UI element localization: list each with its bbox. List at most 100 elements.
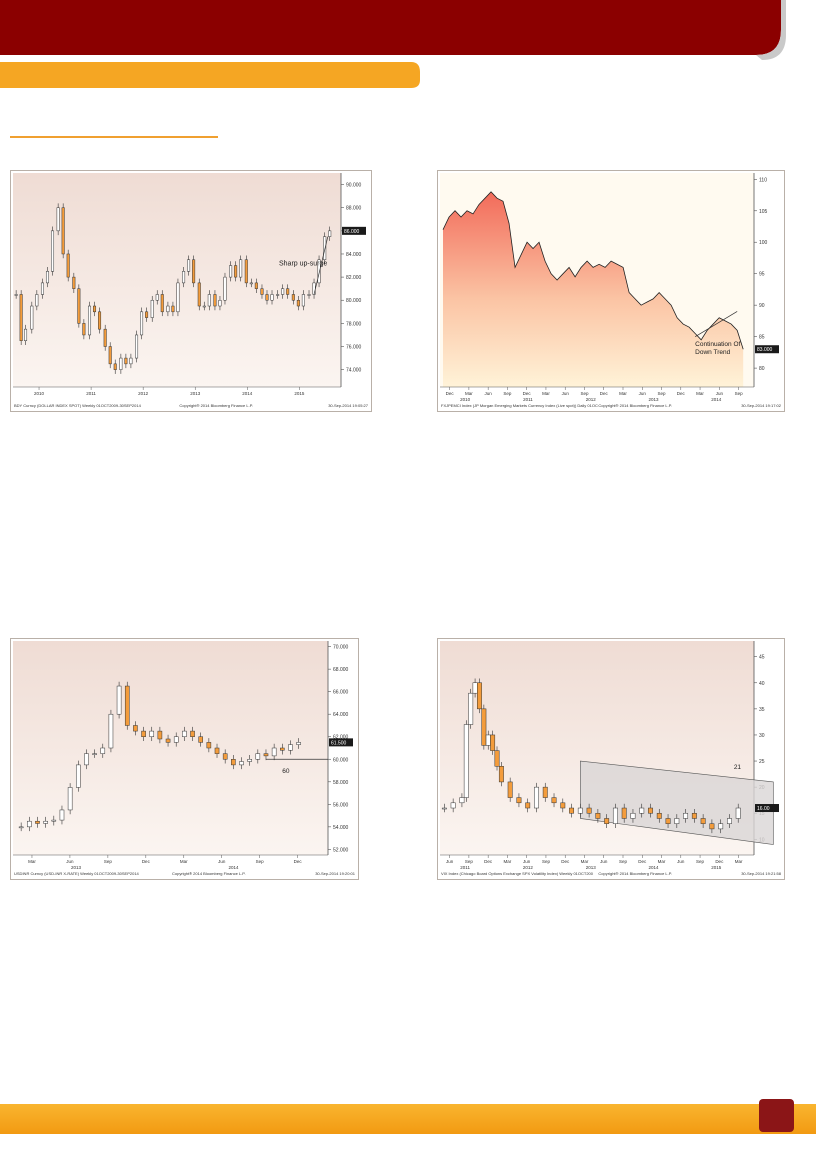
x-tick-label: Dec bbox=[561, 859, 570, 864]
x-tick-label: Dec bbox=[715, 859, 724, 864]
candle bbox=[507, 781, 513, 798]
candle bbox=[551, 797, 557, 804]
x-tick-label: Jun bbox=[218, 859, 226, 864]
candle bbox=[149, 730, 155, 737]
y-tick-label: 52.000 bbox=[333, 847, 349, 853]
candle bbox=[604, 818, 610, 824]
x-tick-label: Sep bbox=[619, 859, 628, 864]
candle bbox=[270, 294, 274, 301]
x-tick-label: Dec bbox=[600, 391, 609, 396]
chart-footer-copyright: Copyright® 2014 Bloomberg Finance L.P. bbox=[598, 403, 672, 408]
candle bbox=[56, 207, 60, 232]
candle bbox=[214, 747, 220, 754]
candle bbox=[198, 736, 203, 743]
plot-area bbox=[13, 173, 341, 387]
x-tick-label: Jun bbox=[600, 859, 608, 864]
candle bbox=[265, 294, 269, 301]
chart-footer-timestamp: 30-Sep-2014 19:21:58 bbox=[741, 871, 782, 876]
candle bbox=[45, 271, 49, 284]
candle bbox=[27, 820, 32, 828]
x-tick-label: Dec bbox=[484, 859, 493, 864]
y-tick-label: 85 bbox=[759, 335, 765, 341]
candle bbox=[98, 311, 102, 330]
candle bbox=[323, 236, 327, 261]
x-tick-label: Jun bbox=[523, 859, 531, 864]
x-tick-label: Mar bbox=[28, 859, 36, 864]
chart-footer-source: FXJPEMCI Index (JP Morgan Emerging Marke… bbox=[441, 403, 598, 408]
candle bbox=[43, 820, 48, 824]
candle bbox=[14, 294, 18, 296]
candle bbox=[239, 259, 243, 278]
candle bbox=[726, 818, 732, 824]
y-tick-label: 64.000 bbox=[333, 712, 349, 718]
x-tick-label: 2010 bbox=[34, 391, 45, 396]
chart-footer-timestamp: 30-Sep-2014 19:17:02 bbox=[741, 403, 782, 408]
candle bbox=[317, 259, 321, 284]
x-tick-label: Jun bbox=[677, 859, 685, 864]
y-tick-label: 74.000 bbox=[346, 368, 362, 374]
candle bbox=[709, 823, 715, 830]
y-tick-label: 90.000 bbox=[346, 183, 362, 189]
chart-svg: 52.000 54.000 56.000 58.000 60.000 62.000 64.0… bbox=[13, 641, 356, 876]
x-tick-label: Mar bbox=[465, 391, 473, 396]
x-year-label: 2011 bbox=[523, 397, 533, 402]
candle bbox=[72, 276, 76, 289]
x-tick-label: Mar bbox=[542, 391, 550, 396]
candle bbox=[328, 230, 332, 237]
x-year-label: 2011 bbox=[460, 865, 470, 870]
candle bbox=[586, 807, 592, 814]
last-value-label: 61.500 bbox=[331, 740, 347, 746]
candle bbox=[35, 294, 39, 307]
candle bbox=[190, 730, 195, 737]
candle bbox=[75, 764, 81, 788]
candle bbox=[234, 265, 238, 278]
x-year-label: 2012 bbox=[586, 397, 597, 402]
candle bbox=[481, 708, 487, 746]
candle bbox=[542, 786, 548, 798]
candle bbox=[135, 334, 139, 359]
chart-footer-copyright: Copyright® 2014 Bloomberg Finance L.P. bbox=[172, 871, 246, 876]
y-tick-label: 45 bbox=[759, 655, 765, 661]
y-tick-label: 62.000 bbox=[333, 735, 349, 741]
y-tick-label: 82.000 bbox=[346, 275, 362, 281]
x-tick-label: Sep bbox=[542, 859, 551, 864]
y-tick-label: 56.000 bbox=[333, 802, 349, 808]
chart-panel-usdinr: 52.000 54.000 56.000 58.000 60.000 62.000 64.0… bbox=[10, 638, 359, 880]
header-orange-band bbox=[0, 62, 420, 88]
last-value-box bbox=[755, 804, 779, 813]
candle bbox=[296, 742, 301, 745]
candle bbox=[498, 766, 504, 783]
candle bbox=[239, 761, 244, 766]
candle bbox=[59, 809, 65, 821]
candle bbox=[229, 265, 233, 278]
candle bbox=[222, 753, 228, 760]
x-tick-label: Jun bbox=[66, 859, 74, 864]
candle bbox=[192, 259, 196, 284]
candle bbox=[92, 753, 97, 755]
candle bbox=[477, 682, 482, 710]
x-tick-label: Mar bbox=[735, 859, 743, 864]
candle bbox=[276, 294, 280, 296]
candle bbox=[569, 807, 575, 814]
x-tick-label: Jun bbox=[446, 859, 454, 864]
y-tick-label: 58.000 bbox=[333, 780, 349, 786]
candle bbox=[621, 807, 627, 819]
last-value-box bbox=[755, 345, 779, 354]
y-tick-label: 80.000 bbox=[346, 298, 362, 304]
candle bbox=[630, 812, 636, 819]
x-tick-label: Sep bbox=[658, 391, 667, 396]
page-footer-band bbox=[0, 1104, 816, 1134]
candle bbox=[218, 299, 222, 307]
x-tick-label: Dec bbox=[142, 859, 151, 864]
y-tick-label: 84.000 bbox=[346, 252, 362, 258]
x-year-label: 2013 bbox=[586, 865, 597, 870]
candle bbox=[665, 818, 671, 824]
x-tick-label: Dec bbox=[638, 859, 647, 864]
candle bbox=[683, 812, 689, 819]
y-tick-label: 80 bbox=[759, 366, 765, 372]
x-tick-label: Mar bbox=[619, 391, 627, 396]
candle bbox=[67, 787, 73, 811]
candle bbox=[468, 692, 474, 725]
candle bbox=[255, 753, 261, 760]
candle bbox=[82, 323, 86, 336]
